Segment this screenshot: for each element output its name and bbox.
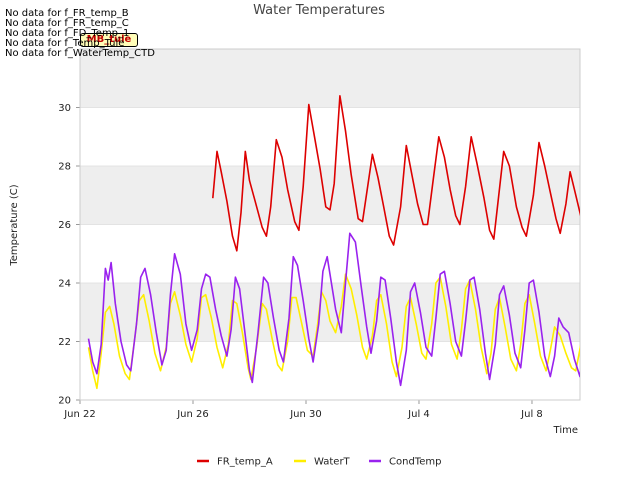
y-tick-label: 28 [58,162,71,173]
y-tick-label: 24 [58,279,71,290]
no-data-message: No data for f_WaterTemp_CTD [5,48,155,59]
series-line-condtemp [87,232,580,387]
y-tick-label: 20 [58,396,71,407]
background-band [80,49,580,108]
legend: FR_temp_A WaterT CondTemp [197,457,441,468]
no-data-message: No data for f_FD_Temp_1 [5,28,130,39]
series-line-fr-temp-a [212,95,580,252]
x-axis-label: Time [553,425,578,436]
legend-label: CondTemp [389,457,441,468]
y-tick-label: 22 [58,337,71,348]
no-data-message: No data for f_FR_temp_B [5,8,129,19]
site-badge: MB_tule [80,33,138,47]
x-tick-label: Jun 26 [176,409,209,420]
x-tick-label: Jun 22 [63,409,96,420]
no-data-message: No data for f_FR_temp_C [5,18,129,29]
x-tick-label: Jun 30 [289,409,322,420]
y-tick-label: 30 [58,103,71,114]
y-axis-label: Temperature (C) [9,184,20,266]
y-tick-label: 26 [58,220,71,231]
no-data-message: No data for f_Temp_Tule [5,38,125,49]
x-tick-label: Jul 4 [407,409,430,420]
legend-label: FR_temp_A [217,457,273,468]
x-tick-label: Jul 8 [520,409,543,420]
legend-label: WaterT [314,457,351,468]
chart-title: Water Temperatures [253,3,385,18]
no-data-messages: No data for f_FR_temp_B No data for f_FR… [5,9,155,59]
plot-frame [79,48,581,401]
background-band [80,166,580,225]
